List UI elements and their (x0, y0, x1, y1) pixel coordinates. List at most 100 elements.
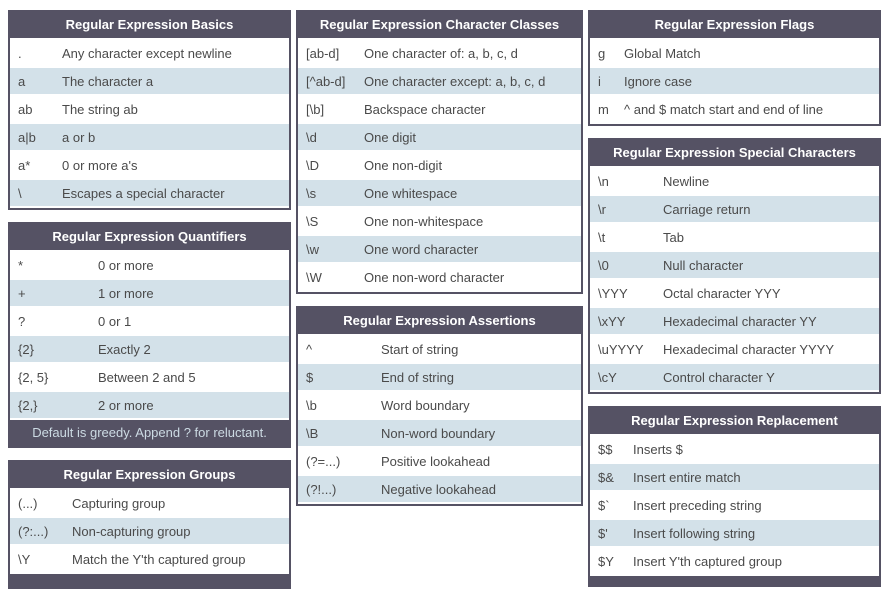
table-footer-note: Default is greedy. Append ? for reluctan… (10, 420, 289, 446)
regex-description: Exactly 2 (98, 341, 151, 357)
regex-symbol: (?=...) (306, 453, 341, 469)
table-title: Regular Expression Character Classes (298, 12, 581, 40)
regex-description: 1 or more (98, 285, 154, 301)
regex-symbol: $Y (598, 553, 614, 569)
regex-description: 0 or more (98, 257, 154, 273)
table-row: (?=...) Positive lookahead (298, 448, 581, 476)
table-row: (?:...) Non-capturing group (10, 518, 289, 546)
regex-symbol: ? (18, 313, 26, 329)
table-regex-basics: Regular Expression Basics . Any character… (8, 10, 291, 210)
regex-description: One non-word character (364, 269, 505, 285)
regex-symbol: $` (598, 497, 610, 513)
regex-description: One whitespace (364, 185, 458, 201)
table-row: \t Tab (590, 224, 879, 252)
regex-symbol: $ (306, 369, 314, 385)
regex-description: End of string (381, 369, 454, 385)
regex-description: a or b (62, 129, 96, 145)
table-title: Regular Expression Basics (10, 12, 289, 40)
regex-symbol: \B (306, 425, 319, 441)
regex-description: Between 2 and 5 (98, 369, 196, 385)
regex-description: Non-capturing group (72, 523, 191, 539)
regex-description: One character except: a, b, c, d (364, 73, 546, 89)
regex-symbol: a|b (18, 129, 36, 145)
table-row: \w One word character (298, 236, 581, 264)
regex-symbol: \0 (598, 257, 609, 273)
regex-description: Null character (663, 257, 744, 273)
regex-description: Escapes a special character (62, 185, 225, 201)
regex-description: Word boundary (381, 397, 470, 413)
regex-description: 2 or more (98, 397, 154, 413)
regex-symbol: \D (306, 157, 319, 173)
regex-symbol: m (598, 101, 609, 117)
table-row: . Any character except newline (10, 40, 289, 68)
table-regex-assertions: Regular Expression Assertions ^ Start of … (296, 306, 583, 506)
table-row: (...) Capturing group (10, 490, 289, 518)
table-title: Regular Expression Special Characters (590, 140, 879, 168)
regex-description: Tab (663, 229, 684, 245)
regex-symbol: \uYYYY (598, 341, 644, 357)
table-row: ab The string ab (10, 96, 289, 124)
regex-symbol: (?!...) (306, 481, 337, 497)
regex-symbol: * (18, 257, 24, 273)
regex-description: The string ab (62, 101, 138, 117)
regex-symbol: . (18, 45, 22, 61)
table-row: \Y Match the Y'th captured group (10, 546, 289, 574)
regex-description: 0 or more a's (62, 157, 138, 173)
regex-symbol: \t (598, 229, 606, 245)
regex-symbol: \n (598, 173, 609, 189)
table-row: {2} Exactly 2 (10, 336, 289, 364)
regex-symbol: \W (306, 269, 322, 285)
regex-description: One non-digit (364, 157, 443, 173)
table-row: \s One whitespace (298, 180, 581, 208)
regex-description: One non-whitespace (364, 213, 484, 229)
table-row: {2, 5} Between 2 and 5 (10, 364, 289, 392)
table-row: \n Newline (590, 168, 879, 196)
table-title: Regular Expression Quantifiers (10, 224, 289, 252)
table-row: * 0 or more (10, 252, 289, 280)
table-row: $Y Insert Y'th captured group (590, 548, 879, 576)
table-footer-strip (590, 576, 879, 585)
regex-description: Negative lookahead (381, 481, 496, 497)
regex-symbol: [\b] (306, 101, 325, 117)
regex-description: Inserts $ (633, 441, 683, 457)
table-row: {2,} 2 or more (10, 392, 289, 420)
table-row: [\b] Backspace character (298, 96, 581, 124)
regex-symbol: i (598, 73, 601, 89)
table-row: [^ab-d] One character except: a, b, c, d (298, 68, 581, 96)
regex-description: Ignore case (624, 73, 692, 89)
regex-symbol: \xYY (598, 313, 626, 329)
regex-symbol: {2, 5} (18, 369, 49, 385)
regex-symbol: \d (306, 129, 317, 145)
regex-description: Match the Y'th captured group (72, 551, 246, 567)
regex-description: Insert Y'th captured group (633, 553, 782, 569)
table-row: +1 or more (10, 280, 289, 308)
regex-description: Insert following string (633, 525, 756, 541)
regex-description: One digit (364, 129, 417, 145)
table-row: $` Insert preceding string (590, 492, 879, 520)
column-middle: Regular Expression Character Classes [ab… (296, 10, 583, 589)
table-row: ^ Start of string (298, 336, 581, 364)
table-row: $ End of string (298, 364, 581, 392)
regex-symbol: (...) (18, 495, 38, 511)
table-row: \ Escapes a special character (10, 180, 289, 208)
table-row: $$ Inserts $ (590, 436, 879, 464)
regex-description: ^ and $ match start and end of line (624, 101, 824, 117)
table-regex-special-characters: Regular Expression Special Characters \n… (588, 138, 881, 394)
regex-symbol: \YYY (598, 285, 628, 301)
table-title: Regular Expression Flags (590, 12, 879, 40)
table-row: \S One non-whitespace (298, 208, 581, 236)
table-row: \xYY Hexadecimal character YY (590, 308, 879, 336)
table-row: \d One digit (298, 124, 581, 152)
regex-description: Non-word boundary (381, 425, 496, 441)
table-row: \B Non-word boundary (298, 420, 581, 448)
regex-symbol: a* (18, 157, 31, 173)
table-regex-groups: Regular Expression Groups (...) Capturing… (8, 460, 291, 589)
table-row: a* 0 or more a's (10, 152, 289, 180)
table-footer-strip (10, 574, 289, 587)
table-row: $& Insert entire match (590, 464, 879, 492)
table-row: g Global Match (590, 40, 879, 68)
table-row: m ^ and $ match start and end of line (590, 96, 879, 124)
table-regex-replacement: Regular Expression Replacement $$ Inserts… (588, 406, 881, 587)
cheatsheet-page: Regular Expression Basics . Any character… (8, 10, 881, 589)
table-title: Regular Expression Replacement (590, 408, 879, 436)
